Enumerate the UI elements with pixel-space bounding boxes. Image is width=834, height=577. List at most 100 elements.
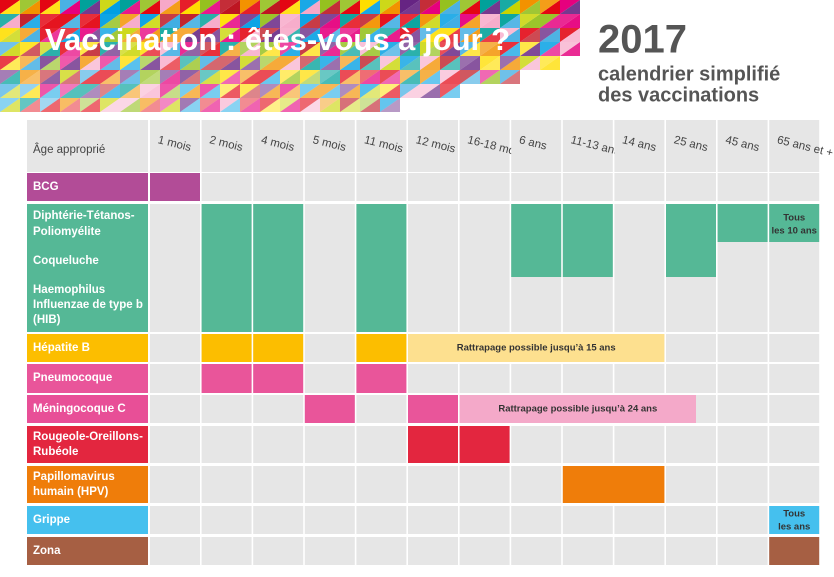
decor-triangle — [240, 28, 260, 42]
decor-triangle — [120, 84, 140, 98]
decor-triangle — [0, 56, 20, 70]
decor-triangle — [180, 42, 200, 56]
decor-triangle — [480, 42, 500, 56]
row-label: Papillomavirus — [33, 471, 115, 483]
decor-triangle — [280, 28, 300, 42]
cell — [356, 395, 407, 423]
decor-triangle — [380, 42, 400, 56]
cell — [253, 426, 304, 463]
header-cell — [356, 120, 407, 172]
decor-triangle — [280, 42, 300, 56]
decor-triangle — [460, 0, 480, 14]
decor-triangle — [320, 98, 340, 112]
header-cell — [666, 120, 716, 172]
note: les ans — [778, 522, 810, 533]
decor-triangle — [560, 0, 580, 14]
decor-triangle — [440, 70, 460, 84]
decor-triangle — [220, 42, 240, 56]
cell — [769, 334, 820, 362]
decor-triangle — [20, 0, 40, 14]
decor-triangle — [480, 0, 500, 14]
dose-block — [769, 506, 820, 534]
row-label: Pneumocoque — [33, 372, 112, 384]
decor-triangle — [180, 0, 200, 14]
decor-triangle — [40, 0, 60, 14]
decor-triangle — [60, 0, 80, 14]
decor-triangle — [320, 56, 340, 70]
dose-block — [717, 204, 768, 242]
decor-triangle — [80, 56, 100, 70]
decor-triangle — [220, 98, 240, 112]
decor-triangle — [380, 28, 400, 42]
cell — [614, 204, 665, 332]
cell — [717, 173, 768, 201]
decor-triangle — [140, 98, 160, 112]
note: Rattrapage possible jusqu’à 24 ans — [498, 404, 657, 415]
cell — [511, 426, 562, 463]
dose-block — [253, 204, 304, 332]
dose-block — [201, 364, 252, 393]
decor-triangle — [280, 14, 300, 28]
cell — [408, 506, 458, 534]
cell — [408, 173, 458, 201]
dose-block — [304, 395, 355, 423]
row-label: Méningocoque C — [33, 403, 126, 415]
cell — [150, 395, 200, 423]
decor-triangle — [0, 84, 20, 98]
decor-triangle — [200, 84, 220, 98]
decor-triangle — [0, 14, 20, 28]
decor-triangle — [260, 0, 280, 14]
decor-triangle — [220, 98, 240, 112]
cell — [459, 466, 510, 503]
decor-triangle — [120, 98, 140, 112]
cell — [150, 537, 200, 565]
decor-triangle — [520, 28, 540, 42]
decor-triangle — [260, 98, 280, 112]
header-cell — [511, 120, 562, 172]
decor-triangle — [160, 14, 180, 28]
decor-triangle — [80, 98, 100, 112]
decor-triangle — [320, 14, 340, 28]
cell — [511, 364, 562, 393]
decor-triangle — [540, 0, 560, 14]
row-label-cell — [27, 426, 148, 463]
cell — [511, 173, 562, 201]
decor-triangle — [320, 0, 340, 14]
row-label: Coqueluche — [33, 255, 99, 267]
decor-triangle — [0, 70, 20, 84]
cell — [201, 537, 252, 565]
dose-block — [562, 466, 665, 503]
cell — [666, 466, 716, 503]
cell — [511, 537, 562, 565]
decor-triangle — [420, 84, 440, 98]
decor-triangle — [420, 42, 440, 56]
corner-label: Âge approprié — [33, 143, 105, 156]
header-cell — [769, 120, 820, 172]
decor-triangle — [380, 98, 400, 112]
decor-triangle — [60, 42, 80, 56]
row-label: BCG — [33, 181, 59, 193]
decor-triangle — [100, 84, 120, 98]
decor-triangle — [420, 0, 440, 14]
decor-triangle — [120, 14, 140, 28]
dose-block — [356, 364, 407, 393]
cell — [459, 537, 510, 565]
decor-triangle — [340, 98, 360, 112]
cell — [717, 364, 768, 393]
cell — [356, 466, 407, 503]
decor-triangle — [0, 0, 20, 14]
decor-triangle — [340, 98, 360, 112]
header-cell — [27, 120, 148, 172]
decor-triangle — [500, 42, 520, 56]
decor-triangle — [160, 0, 180, 14]
decor-triangle — [360, 84, 380, 98]
decor-triangle — [40, 14, 60, 28]
decor-triangle — [220, 70, 240, 84]
decor-triangle — [320, 28, 340, 42]
cell — [253, 395, 304, 423]
cell — [562, 173, 613, 201]
cell — [459, 364, 510, 393]
decor-triangle — [440, 56, 460, 70]
decor-triangle — [20, 98, 40, 112]
decor-triangle — [400, 0, 420, 14]
